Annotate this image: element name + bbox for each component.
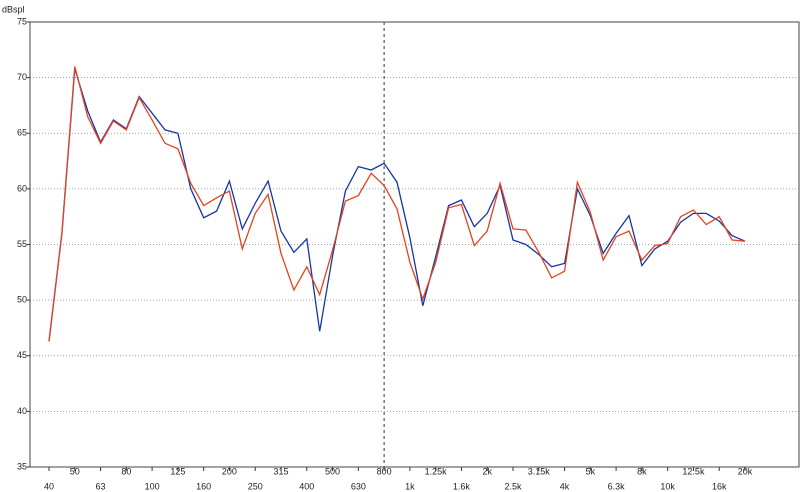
x-tick-label: 2k — [482, 466, 492, 476]
x-tick-label: 40 — [44, 481, 54, 491]
x-tick-label: 5k — [586, 466, 596, 476]
y-tick-label: 70 — [17, 72, 27, 82]
x-tick-label: 16k — [712, 481, 727, 491]
plot-frame — [29, 21, 800, 468]
x-tick-label: 12.5k — [682, 466, 705, 476]
x-tick-label: 100 — [145, 481, 160, 491]
x-tick-label: 315 — [273, 466, 288, 476]
x-tick-label: 80 — [121, 466, 131, 476]
x-tick-label: 800 — [377, 466, 392, 476]
y-tick-label: 50 — [17, 295, 27, 305]
x-tick-label: 1.6k — [453, 481, 471, 491]
y-tick-label: 65 — [17, 128, 27, 138]
series-line — [48, 66, 746, 342]
x-tick-label: 630 — [351, 481, 366, 491]
x-tick-label: 200 — [222, 466, 237, 476]
x-tick-label: 160 — [196, 481, 211, 491]
x-tick-label: 250 — [248, 481, 263, 491]
y-tick-label: 35 — [17, 461, 27, 471]
y-tick-label: 75 — [17, 16, 27, 26]
y-tick-label: 60 — [17, 183, 27, 193]
x-tick-label: 10k — [660, 481, 675, 491]
x-tick-label: 1k — [405, 481, 415, 491]
x-tick-label: 6.3k — [608, 481, 626, 491]
y-tick-label: 55 — [17, 239, 27, 249]
x-tick-label: 50 — [70, 466, 80, 476]
x-tick-label: 500 — [325, 466, 340, 476]
series-line — [48, 68, 746, 342]
x-tick-label: 63 — [96, 481, 106, 491]
x-tick-label: 3.15k — [528, 466, 551, 476]
x-tick-label: 1.25k — [425, 466, 448, 476]
y-tick-label: 40 — [17, 406, 27, 416]
y-axis-label: dBspl — [2, 4, 25, 14]
y-tick-label: 45 — [17, 350, 27, 360]
x-tick-label: 4k — [560, 481, 570, 491]
x-tick-label: 2.5k — [504, 481, 522, 491]
x-tick-label: 20k — [738, 466, 753, 476]
x-tick-label: 400 — [299, 481, 314, 491]
x-tick-label: 125 — [170, 466, 185, 476]
x-tick-label: 8k — [637, 466, 647, 476]
